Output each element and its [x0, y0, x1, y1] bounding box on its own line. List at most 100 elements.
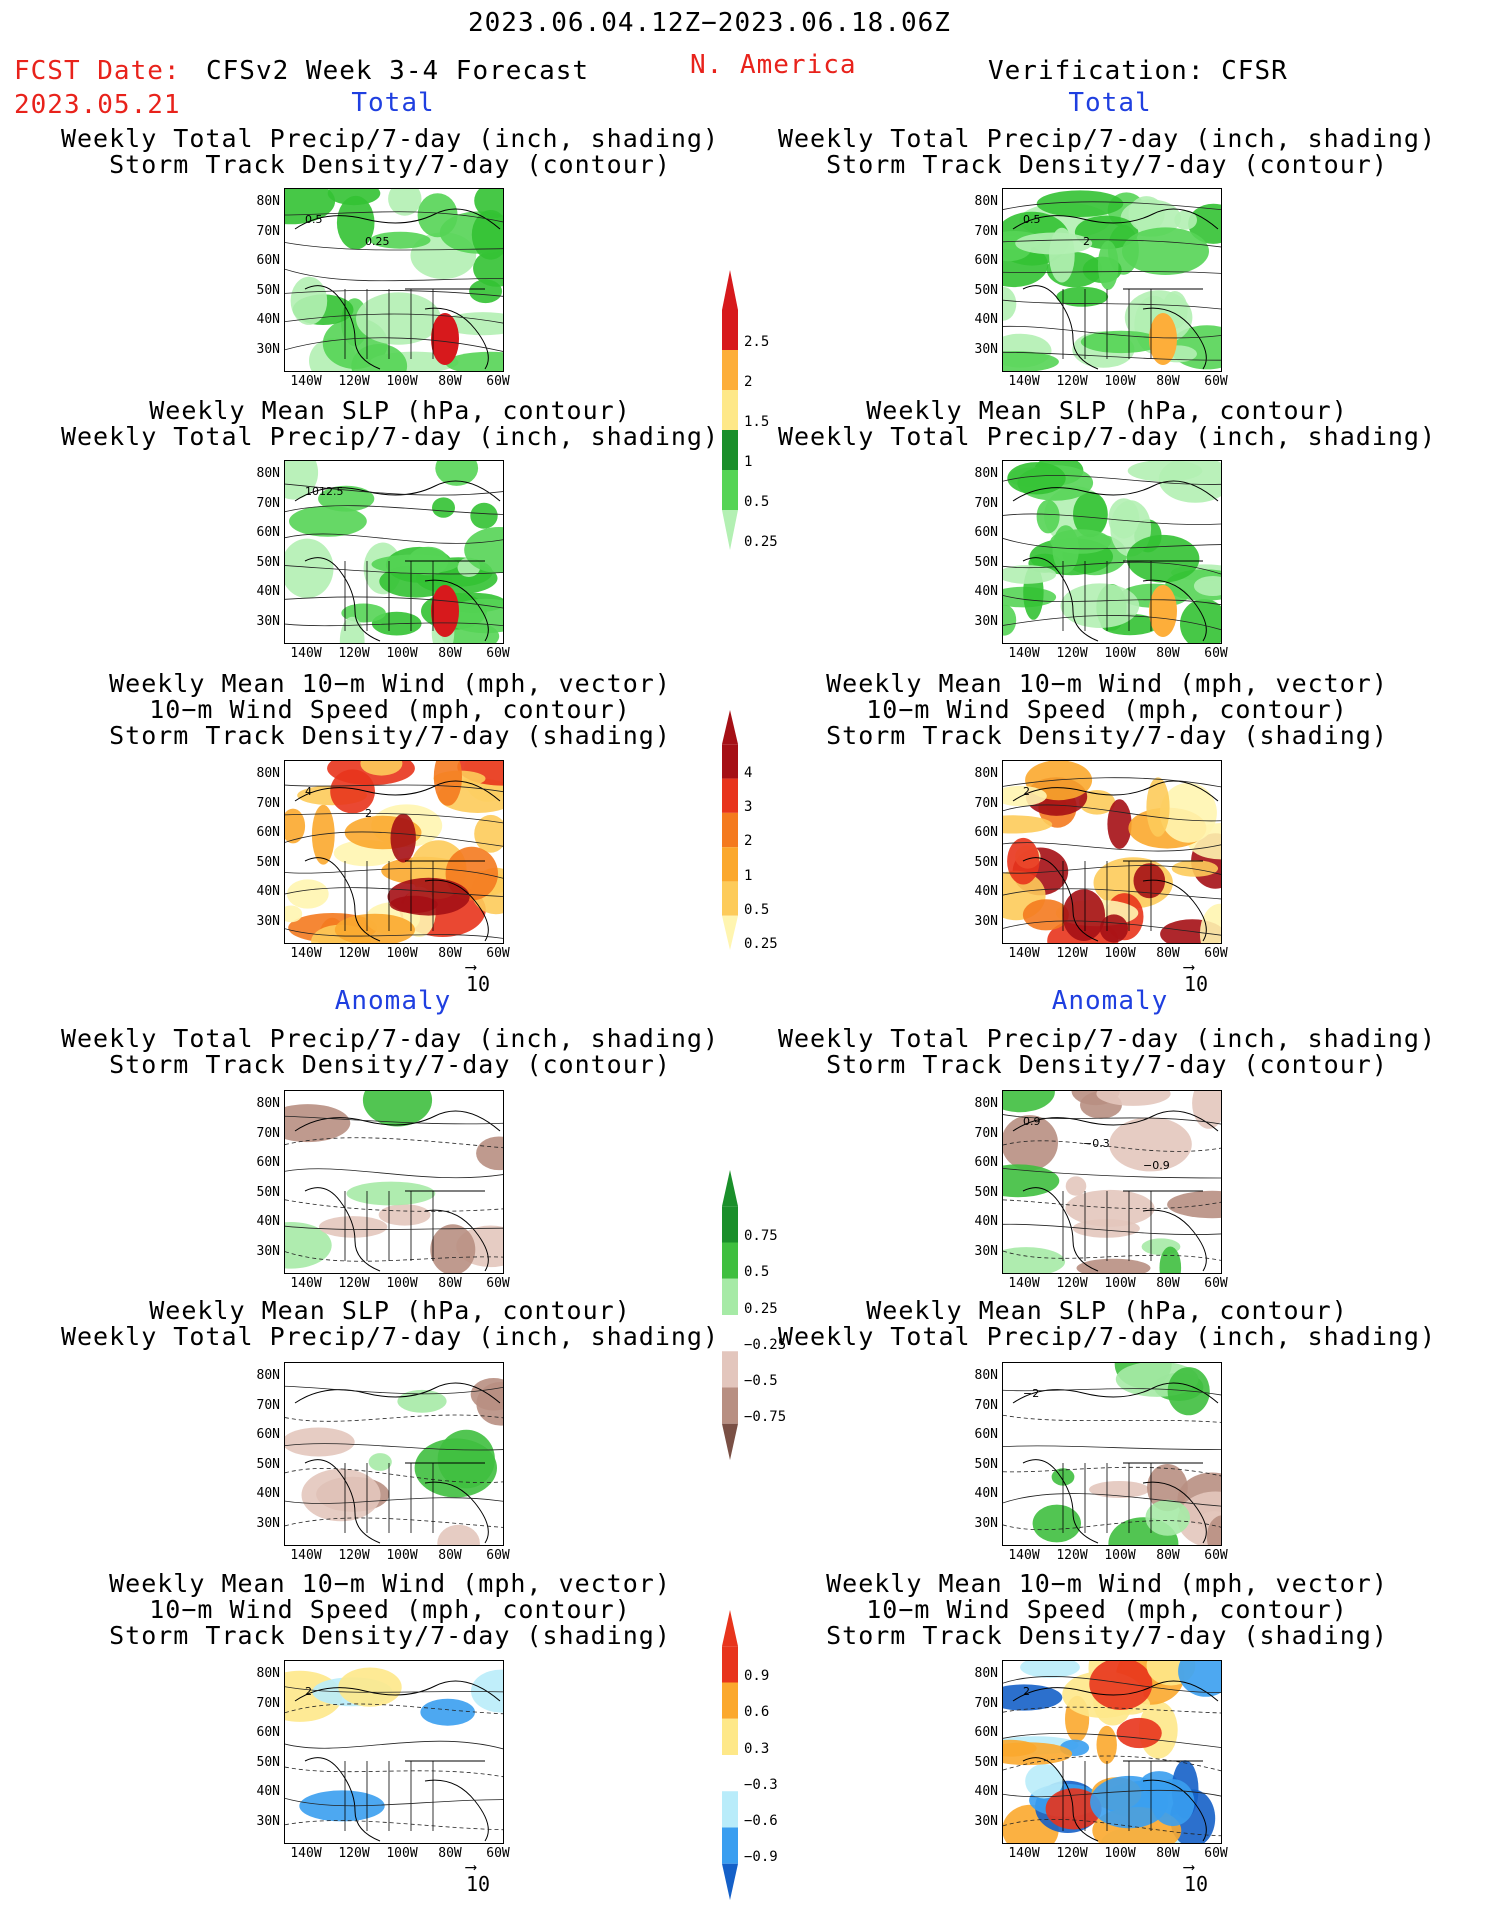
- contour-line: [285, 1414, 503, 1422]
- shading-region: [1003, 286, 1017, 321]
- contour-line: [285, 596, 503, 609]
- contour-line: [1003, 888, 1221, 900]
- lon-tick-label: 120W: [1056, 374, 1088, 389]
- lat-tick-label: 40N: [974, 312, 998, 327]
- shading-region: [318, 485, 375, 512]
- contour-line: [285, 1443, 503, 1451]
- contour-line: [1003, 777, 1221, 788]
- lat-tick-label: 60N: [256, 1427, 280, 1442]
- lat-tick-label: 80N: [256, 466, 280, 481]
- lon-tick-label: 80W: [1156, 646, 1180, 661]
- shading-region: [285, 1104, 351, 1143]
- panel-title-fcst-anom-wind: Weekly Mean 10−m Wind (mph, vector) 10−m…: [40, 1571, 740, 1649]
- panel-title-obs-total-slp: Weekly Mean SLP (hPa, contour) Weekly To…: [757, 398, 1457, 450]
- contour-label: 2: [365, 807, 372, 820]
- shading-region: [1192, 1091, 1221, 1129]
- colorbar-top-triangle: [722, 270, 738, 310]
- lat-tick-label: 60N: [256, 825, 280, 840]
- contour-line: [285, 928, 503, 939]
- shading-region: [1022, 899, 1069, 931]
- lat-tick-label: 40N: [256, 312, 280, 327]
- lat-tick-label: 50N: [256, 282, 280, 298]
- shading-region: [433, 761, 462, 806]
- shading-region: [1146, 777, 1170, 837]
- lon-tick-label: 120W: [1056, 646, 1088, 661]
- title-line: Weekly Total Precip/7-day (inch, shading…: [777, 1322, 1437, 1351]
- lon-tick-label: 100W: [1104, 646, 1136, 661]
- contour-label: 2: [1023, 785, 1030, 798]
- map-plot: 2: [1003, 761, 1221, 943]
- panel-title-obs-total-wind: Weekly Mean 10−m Wind (mph, vector) 10−m…: [757, 671, 1457, 749]
- lat-tick-label: 30N: [256, 613, 280, 629]
- section-total-left: Total: [351, 88, 435, 118]
- title-line: Storm Track Density/7-day (contour): [826, 1050, 1388, 1079]
- lat-tick-label: 50N: [256, 554, 280, 570]
- vector-ref-value: 10: [1184, 1872, 1209, 1896]
- colorbar-tick-label: 0.6: [744, 1704, 770, 1721]
- panel-title-fcst-anom-storm: Weekly Total Precip/7-day (inch, shading…: [40, 1026, 740, 1078]
- colorbar-segment: [722, 350, 738, 390]
- vector-reference-obs-anom: ⟶ 10: [1184, 1859, 1209, 1897]
- lat-tick-label: 60N: [974, 1725, 998, 1740]
- lat-tick-label: 60N: [974, 1427, 998, 1442]
- lon-tick-label: 140W: [290, 1548, 322, 1563]
- shading-region: [336, 195, 375, 250]
- lon-tick-label: 120W: [338, 946, 370, 961]
- lat-tick-label: 50N: [256, 854, 280, 870]
- lon-tick-label: 100W: [1104, 1846, 1136, 1861]
- vector-reference-fcst-total: ⟶ 10: [466, 959, 490, 997]
- lat-tick-label: 30N: [974, 1243, 998, 1259]
- colorbar-precip_anom: [722, 1170, 738, 1460]
- shading-region: [420, 1698, 475, 1726]
- contour-line: [1003, 299, 1221, 310]
- map-plot: −2: [1003, 1363, 1221, 1545]
- shading-region: [285, 1222, 332, 1269]
- contour-line: [285, 1137, 503, 1149]
- map-obs-total-wind: 2: [1002, 760, 1222, 944]
- map-plot: [285, 1378, 503, 1545]
- map-plot: 1012.5: [285, 461, 503, 643]
- map-obs-total-slp: [1002, 460, 1222, 644]
- coastline: [294, 1110, 501, 1272]
- contour-line: [1003, 201, 1221, 211]
- lat-tick-label: 60N: [974, 825, 998, 840]
- shading-maximum: [1149, 585, 1177, 637]
- shading-region: [1060, 583, 1140, 628]
- colorbar-tick-label: −0.5: [744, 1373, 778, 1389]
- shading-region: [1089, 1661, 1153, 1710]
- contour-line: [1003, 513, 1221, 525]
- colorbar-segment: [722, 1351, 738, 1388]
- shading-region: [1174, 210, 1197, 230]
- lon-tick-label: 140W: [1008, 1548, 1040, 1563]
- lat-tick-label: 40N: [256, 1486, 280, 1501]
- contour-line: [1003, 1818, 1221, 1837]
- colorbar-segment: [722, 1646, 738, 1683]
- lat-tick-label: 60N: [256, 1725, 280, 1740]
- title-line: Weekly Mean SLP (hPa, contour): [149, 396, 631, 425]
- lat-tick-label: 80N: [974, 1666, 998, 1681]
- lat-tick-label: 80N: [974, 1368, 998, 1383]
- map-fcst-anom-wind: 2: [284, 1660, 504, 1844]
- lon-tick-label: 60W: [1204, 646, 1228, 661]
- shading-region: [1171, 860, 1219, 877]
- contour-line: [285, 622, 503, 627]
- shading-region: [1020, 1661, 1080, 1678]
- lon-tick-label: 120W: [1056, 946, 1088, 961]
- panel-title-obs-anom-wind: Weekly Mean 10−m Wind (mph, vector) 10−m…: [757, 1571, 1457, 1649]
- contour-line: [1003, 1733, 1221, 1748]
- coastline: [1012, 1382, 1219, 1544]
- fcst-date-label: FCST Date:: [14, 56, 181, 86]
- title-line: 10−m Wind Speed (mph, contour): [866, 695, 1348, 724]
- title-line: Weekly Total Precip/7-day (inch, shading…: [777, 1024, 1437, 1053]
- shading-region: [1062, 889, 1106, 941]
- lat-tick-label: 80N: [974, 194, 998, 209]
- contour-line: [285, 211, 503, 223]
- colorbar-bottom-triangle: [722, 915, 738, 950]
- contour-line: [285, 1740, 503, 1750]
- lat-tick-label: 30N: [256, 1243, 280, 1259]
- colorbar-tick-label: −0.3: [744, 1776, 778, 1793]
- lon-tick-label: 140W: [290, 1276, 322, 1291]
- colorbar-segment: [722, 1791, 738, 1828]
- contour-label: 0.5: [305, 213, 323, 226]
- lat-tick-label: 60N: [256, 253, 280, 268]
